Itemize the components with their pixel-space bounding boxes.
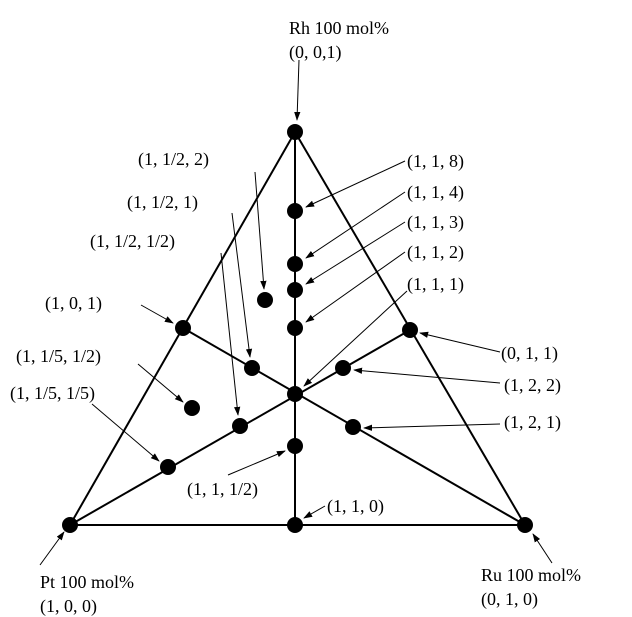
arrow-1-1-3 bbox=[305, 221, 406, 285]
point-pt bbox=[62, 517, 78, 533]
label-1-1-8: (1, 1, 8) bbox=[407, 151, 464, 172]
point-ru bbox=[517, 517, 533, 533]
point-1-1-8 bbox=[287, 203, 303, 219]
arrow-1-fifth-half bbox=[137, 363, 184, 403]
label-1-1-2: (1, 1, 2) bbox=[407, 242, 464, 263]
label-1-1-0: (1, 1, 0) bbox=[327, 496, 384, 517]
point-rh bbox=[287, 124, 303, 140]
label-1-half-half: (1, 1/2, 1/2) bbox=[90, 231, 175, 252]
label-1-1-half: (1, 1, 1/2) bbox=[187, 479, 258, 500]
arrow-1-1-8 bbox=[305, 160, 406, 208]
arrow-pt bbox=[39, 531, 65, 566]
arrow-1-half-2 bbox=[254, 171, 267, 290]
arrow-1-1-half bbox=[227, 450, 286, 476]
point-1-half-half bbox=[232, 418, 248, 434]
pt-vertex-coords: (1, 0, 0) bbox=[40, 596, 97, 617]
arrow-1-half-1 bbox=[231, 212, 253, 358]
point-1-1-4 bbox=[287, 256, 303, 272]
point-1-2-2 bbox=[335, 360, 351, 376]
point-1-half-2 bbox=[257, 292, 273, 308]
ru-vertex-coords: (0, 1, 0) bbox=[481, 589, 538, 610]
arrow-1-1-1 bbox=[303, 290, 408, 387]
arrow-1-half-half bbox=[220, 252, 241, 416]
point-1-2-1 bbox=[345, 419, 361, 435]
vertex-labels: Rh 100 mol% (0, 0,1) Pt 100 mol% (1, 0, … bbox=[40, 18, 581, 617]
label-1-fifth-fifth: (1, 1/5, 1/5) bbox=[10, 383, 95, 404]
ru-vertex-name: Ru 100 mol% bbox=[481, 565, 581, 585]
label-0-1-1: (0, 1, 1) bbox=[501, 343, 558, 364]
composition-points bbox=[62, 124, 533, 533]
label-1-1-3: (1, 1, 3) bbox=[407, 212, 464, 233]
point-1-1-2 bbox=[287, 320, 303, 336]
arrow-ru bbox=[532, 533, 553, 564]
arrow-rh bbox=[294, 59, 301, 121]
point-1-0-1 bbox=[175, 320, 191, 336]
arrow-1-1-4 bbox=[305, 191, 406, 259]
rh-vertex-name: Rh 100 mol% bbox=[289, 18, 389, 38]
label-1-1-4: (1, 1, 4) bbox=[407, 182, 464, 203]
point-1-1-3 bbox=[287, 282, 303, 298]
arrow-1-fifth-fifth bbox=[91, 403, 160, 462]
point-1-1-1 bbox=[287, 386, 303, 402]
label-1-half-1: (1, 1/2, 1) bbox=[127, 192, 198, 213]
point-1-fifth-half bbox=[184, 400, 200, 416]
label-1-half-2: (1, 1/2, 2) bbox=[138, 149, 209, 170]
composition-labels: (1, 1, 8) (1, 1, 4) (1, 1, 3) (1, 1, 2) … bbox=[10, 149, 561, 517]
point-0-1-1 bbox=[402, 322, 418, 338]
point-1-fifth-fifth bbox=[160, 459, 176, 475]
arrow-0-1-1 bbox=[419, 331, 501, 353]
arrow-1-0-1 bbox=[140, 304, 174, 324]
label-1-2-1: (1, 2, 1) bbox=[504, 412, 561, 433]
arrow-1-1-0 bbox=[303, 505, 326, 519]
pt-vertex-name: Pt 100 mol% bbox=[40, 572, 134, 592]
arrow-1-2-2 bbox=[353, 367, 501, 384]
label-1-2-2: (1, 2, 2) bbox=[504, 375, 561, 396]
label-1-1-1: (1, 1, 1) bbox=[407, 274, 464, 295]
label-1-fifth-half: (1, 1/5, 1/2) bbox=[16, 346, 101, 367]
arrow-1-2-1 bbox=[363, 423, 501, 431]
label-1-0-1: (1, 0, 1) bbox=[45, 293, 102, 314]
rh-vertex-coords: (0, 0,1) bbox=[289, 42, 342, 63]
point-1-half-1 bbox=[244, 360, 260, 376]
point-1-1-half bbox=[287, 438, 303, 454]
arrow-1-1-2 bbox=[305, 251, 406, 323]
leader-arrows bbox=[39, 59, 553, 566]
point-1-1-0 bbox=[287, 517, 303, 533]
